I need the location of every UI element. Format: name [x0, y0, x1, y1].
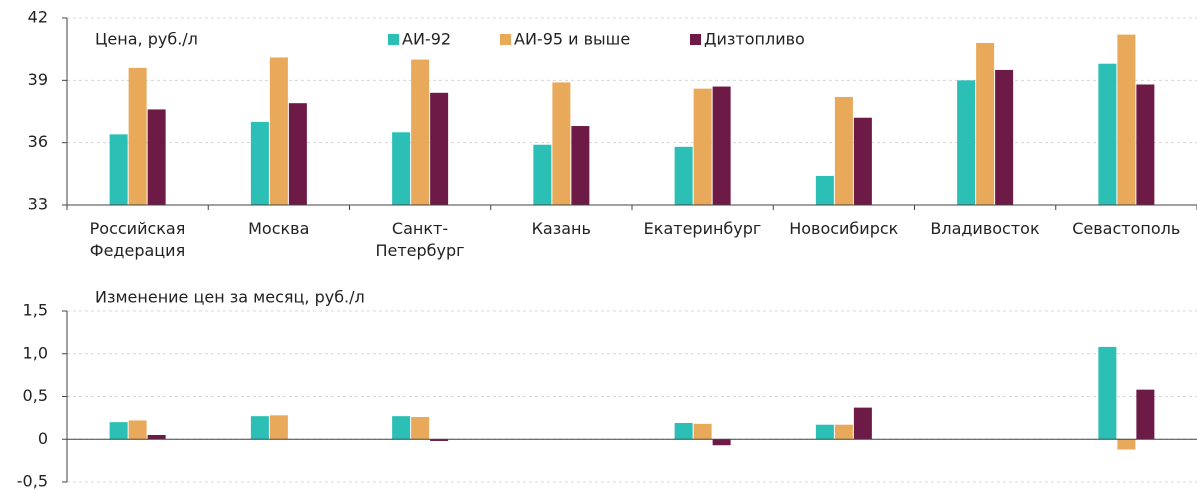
y-tick-label: 42	[28, 8, 48, 27]
bar	[712, 439, 731, 446]
y-tick-label: 0,5	[23, 386, 48, 405]
bar	[1117, 439, 1136, 450]
bar	[147, 109, 166, 205]
bar	[693, 88, 712, 205]
y-tick-label: 33	[28, 195, 48, 214]
bar	[1098, 346, 1117, 440]
x-tick-label: Санкт- Петербург	[375, 219, 465, 260]
bar	[853, 407, 872, 440]
legend-swatch	[500, 34, 511, 45]
bar	[957, 80, 976, 205]
bar	[128, 420, 147, 440]
legend-label: АИ-95 и выше	[514, 30, 630, 49]
y-tick-label: 1,0	[23, 343, 48, 362]
x-tick-label: Российская Федерация	[89, 219, 186, 260]
y-tick-label: -0,5	[17, 472, 48, 491]
bar	[1117, 34, 1136, 205]
bar	[269, 57, 288, 205]
bar	[853, 117, 872, 205]
bar	[693, 423, 712, 440]
bar	[834, 96, 853, 205]
x-tick-label: Москва	[248, 219, 310, 238]
legend-swatch	[388, 34, 399, 45]
bar	[995, 69, 1014, 205]
bar	[552, 82, 571, 205]
bar	[250, 416, 269, 440]
x-tick-label: Новосибирск	[789, 219, 899, 238]
bar	[430, 439, 449, 441]
bar	[411, 417, 430, 440]
bar	[1098, 63, 1117, 205]
bar	[430, 92, 449, 205]
bar	[815, 175, 834, 205]
bar	[1136, 389, 1155, 440]
bar	[571, 126, 590, 205]
bar	[533, 144, 552, 205]
bar	[288, 103, 307, 205]
legend-label: Дизтопливо	[704, 30, 805, 49]
bar	[712, 86, 731, 205]
legend-label: АИ-92	[402, 30, 451, 49]
y-tick-label: 0	[38, 429, 48, 448]
legend-swatch	[690, 34, 701, 45]
bar	[674, 146, 693, 205]
axis-title: Изменение цен за месяц, руб./л	[95, 288, 365, 307]
x-tick-label: Владивосток	[930, 219, 1040, 238]
bar	[269, 415, 288, 440]
bar	[109, 422, 128, 440]
y-tick-label: 1,5	[23, 301, 48, 320]
bar	[1136, 84, 1155, 205]
y-tick-label: 36	[28, 132, 48, 151]
axis-title: Цена, руб./л	[95, 30, 198, 49]
bar	[674, 423, 693, 440]
x-tick-label: Севастополь	[1072, 219, 1181, 238]
bar	[109, 134, 128, 205]
x-tick-label: Екатеринбург	[643, 219, 762, 238]
bar	[815, 424, 834, 440]
bar	[392, 416, 411, 440]
bar	[976, 42, 995, 205]
bar	[834, 424, 853, 440]
bar	[411, 59, 430, 205]
bar	[392, 132, 411, 205]
bar	[250, 121, 269, 205]
bar	[128, 67, 147, 205]
y-tick-label: 39	[28, 70, 48, 89]
x-tick-label: Казань	[531, 219, 591, 238]
bar	[147, 434, 166, 440]
